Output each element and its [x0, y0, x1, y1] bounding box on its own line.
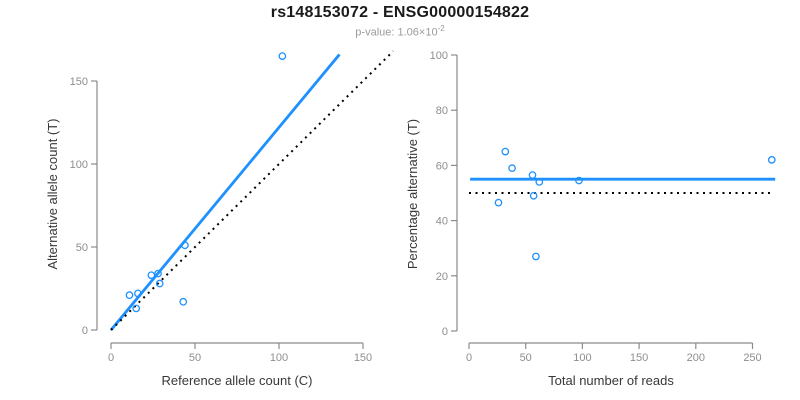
- p-value-subtitle: p-value: 1.06×10-2: [0, 24, 800, 39]
- x-tick-label: 0: [108, 352, 114, 364]
- x-axis-title: Total number of reads: [548, 373, 674, 388]
- y-axis-title: Percentage alternative (T): [405, 119, 420, 269]
- x-tick-label: 100: [270, 352, 288, 364]
- x-tick-label: 0: [466, 352, 472, 364]
- y-tick-label: 80: [436, 105, 448, 117]
- x-tick-label: 100: [573, 352, 591, 364]
- data-point: [535, 178, 544, 186]
- y-tick-label: 100: [70, 159, 88, 171]
- data-point: [532, 252, 540, 261]
- y-tick-label: 60: [436, 160, 448, 172]
- y-tick-label: 100: [430, 50, 448, 62]
- data-point: [154, 269, 162, 278]
- y-tick-label: 0: [442, 326, 448, 338]
- data-point: [529, 191, 538, 200]
- data-point: [501, 147, 510, 156]
- x-tick-label: 50: [520, 352, 532, 364]
- y-tick-label: 40: [436, 216, 448, 228]
- x-tick-label: 150: [354, 352, 372, 364]
- data-point: [179, 297, 188, 306]
- x-tick-label: 200: [687, 352, 705, 364]
- figure-title: rs148153072 - ENSG00000154822: [270, 4, 530, 21]
- data-point: [528, 171, 537, 179]
- data-point: [132, 304, 141, 313]
- x-axis-title: Reference allele count (C): [161, 373, 312, 388]
- y-axis-title: Alternative allele count (T): [45, 118, 60, 269]
- data-point: [181, 241, 189, 250]
- data-point: [155, 279, 164, 288]
- data-point: [278, 52, 287, 60]
- p-value-text: p-value: 1.06×10: [355, 26, 438, 39]
- data-point: [494, 198, 503, 207]
- x-tick-label: 250: [743, 352, 761, 364]
- x-tick-label: 150: [630, 352, 648, 364]
- y-tick-label: 50: [76, 242, 88, 254]
- y-tick-label: 20: [436, 271, 448, 283]
- data-point: [767, 156, 776, 164]
- p-value-exponent: -2: [437, 24, 445, 33]
- data-point: [508, 164, 516, 173]
- data-point: [147, 271, 156, 280]
- y-tick-label: 150: [70, 76, 88, 88]
- data-point: [134, 289, 142, 298]
- regression-line: [109, 53, 341, 331]
- data-point: [125, 291, 134, 299]
- x-tick-label: 50: [189, 352, 201, 364]
- data-point: [575, 176, 583, 185]
- identity-line: [110, 50, 394, 331]
- y-tick-label: 0: [82, 325, 88, 337]
